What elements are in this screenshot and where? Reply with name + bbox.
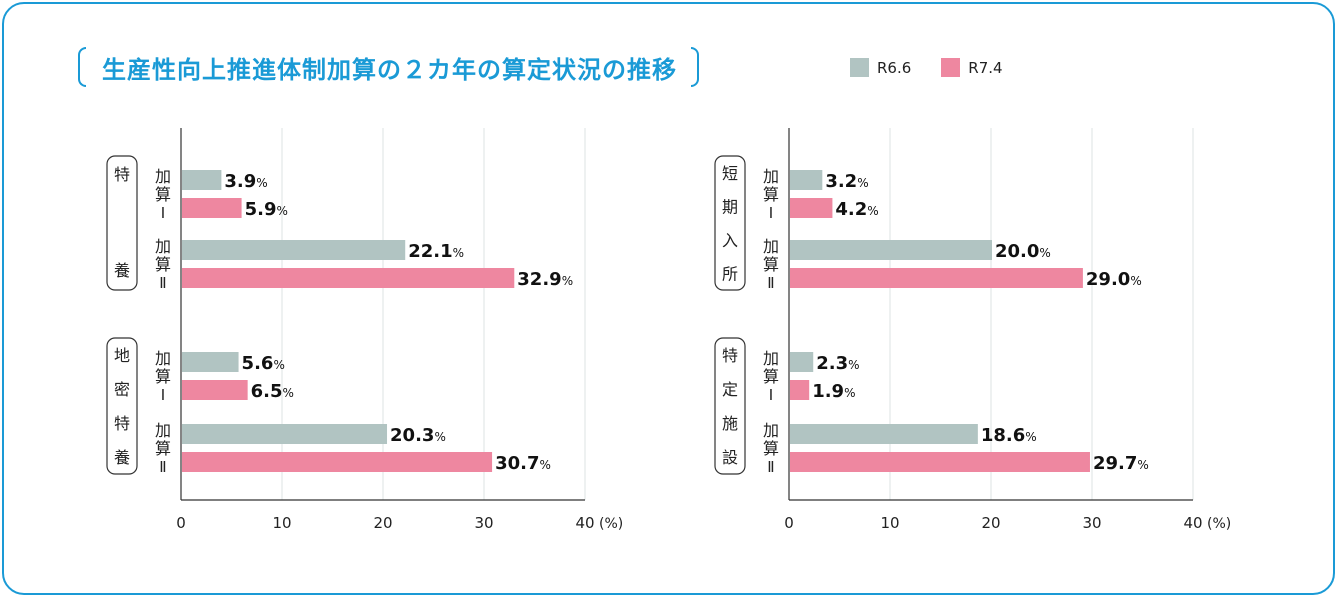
- x-tick-label: 10: [880, 514, 899, 532]
- bar-r6: [182, 240, 406, 260]
- row-label-numeral: Ⅱ: [767, 458, 774, 476]
- row-label-char: 加: [763, 167, 779, 186]
- row-label-char: 加: [155, 237, 171, 256]
- row-label-char: 算: [763, 439, 779, 458]
- row-label-numeral: Ⅰ: [161, 204, 165, 222]
- row-label-char: 算: [155, 367, 171, 386]
- row-label-numeral: Ⅱ: [159, 458, 166, 476]
- group-label-char: 所: [722, 264, 738, 283]
- bar-r6: [790, 352, 814, 372]
- bar-r7: [790, 380, 810, 400]
- group-label-char: 特: [722, 346, 738, 365]
- title-bracket-right: [691, 47, 699, 87]
- x-unit-label: (%): [1207, 516, 1231, 532]
- group-label-char: 定: [722, 380, 738, 399]
- x-unit-label: (%): [599, 516, 623, 532]
- group-label-char: 養: [114, 261, 130, 280]
- x-tick-label: 20: [981, 514, 1000, 532]
- title-bracket-left: [78, 47, 86, 87]
- bar-value-label: 18.6%: [981, 425, 1037, 446]
- x-tick-label: 40: [575, 514, 594, 532]
- group-label-char: 入: [722, 231, 738, 250]
- bar-value-label: 22.1%: [408, 241, 464, 262]
- legend-item-r6: R6.6: [850, 58, 911, 77]
- bar-value-label: 3.2%: [825, 171, 868, 192]
- bar-r7: [790, 198, 833, 218]
- bar-value-label: 29.7%: [1093, 453, 1149, 474]
- row-label-char: 加: [763, 421, 779, 440]
- group-label-char: 設: [722, 448, 738, 467]
- bar-value-label: 3.9%: [224, 171, 267, 192]
- group-label-char: 密: [114, 380, 130, 399]
- bar-r6: [790, 170, 823, 190]
- row-label-char: 加: [763, 237, 779, 256]
- group-label-char: 施: [722, 414, 738, 433]
- bar-r6: [182, 424, 388, 444]
- legend-swatch-r7: [941, 58, 961, 77]
- bar-value-label: 5.9%: [245, 199, 288, 220]
- bar-r7: [790, 268, 1083, 288]
- bar-r7: [790, 452, 1090, 472]
- bar-r6: [182, 352, 239, 372]
- title-text: 生産性向上推進体制加算の２カ年の算定状況の推移: [102, 55, 677, 84]
- row-label-numeral: Ⅱ: [767, 274, 774, 292]
- bar-value-label: 29.0%: [1086, 269, 1142, 290]
- row-label-numeral: Ⅰ: [769, 386, 773, 404]
- bar-value-label: 5.6%: [242, 353, 285, 374]
- group-label-char: 期: [722, 197, 738, 216]
- group-label-box: [714, 155, 746, 291]
- row-label-char: 加: [763, 349, 779, 368]
- group-label-char: 特: [114, 414, 130, 433]
- bar-value-label: 32.9%: [517, 269, 573, 290]
- group-label-char: 養: [114, 448, 130, 467]
- row-label-numeral: Ⅱ: [159, 274, 166, 292]
- bar-r7: [182, 380, 248, 400]
- row-label-char: 加: [155, 349, 171, 368]
- legend-label-r7: R7.4: [968, 58, 1003, 77]
- bar-value-label: 20.0%: [995, 241, 1051, 262]
- group-label-char: 短: [722, 164, 738, 183]
- group-label-box: [106, 155, 138, 291]
- row-label-numeral: Ⅰ: [161, 386, 165, 404]
- row-label-char: 算: [155, 439, 171, 458]
- group-label-char: 特: [114, 165, 130, 184]
- x-tick-label: 30: [474, 514, 493, 532]
- row-label-char: 算: [155, 185, 171, 204]
- bar-value-label: 30.7%: [495, 453, 551, 474]
- bar-r7: [182, 452, 493, 472]
- legend: R6.6 R7.4: [850, 58, 1003, 77]
- x-tick-label: 10: [272, 514, 291, 532]
- bar-value-label: 2.3%: [816, 353, 859, 374]
- group-label-box: [106, 337, 138, 475]
- bar-r6: [790, 424, 978, 444]
- bar-r7: [182, 268, 515, 288]
- legend-label-r6: R6.6: [877, 58, 912, 77]
- x-tick-label: 40: [1183, 514, 1202, 532]
- x-tick-label: 20: [373, 514, 392, 532]
- bar-value-label: 1.9%: [812, 381, 855, 402]
- group-label-char: 地: [114, 346, 130, 365]
- row-label-numeral: Ⅰ: [769, 204, 773, 222]
- bar-value-label: 20.3%: [390, 425, 446, 446]
- row-label-char: 算: [763, 255, 779, 274]
- x-tick-label: 0: [176, 514, 186, 532]
- row-label-char: 算: [155, 255, 171, 274]
- bar-r7: [182, 198, 242, 218]
- x-tick-label: 30: [1082, 514, 1101, 532]
- row-label-char: 算: [763, 367, 779, 386]
- legend-item-r7: R7.4: [941, 58, 1003, 77]
- row-label-char: 加: [155, 167, 171, 186]
- x-tick-label: 0: [784, 514, 794, 532]
- row-label-char: 加: [155, 421, 171, 440]
- bar-value-label: 6.5%: [251, 381, 294, 402]
- bar-r6: [790, 240, 992, 260]
- legend-swatch-r6: [850, 58, 869, 77]
- chart-title: 生産性向上推進体制加算の２カ年の算定状況の推移: [78, 45, 699, 89]
- row-label-char: 算: [763, 185, 779, 204]
- bar-value-label: 4.2%: [835, 199, 878, 220]
- bar-r6: [182, 170, 222, 190]
- group-label-box: [714, 337, 746, 475]
